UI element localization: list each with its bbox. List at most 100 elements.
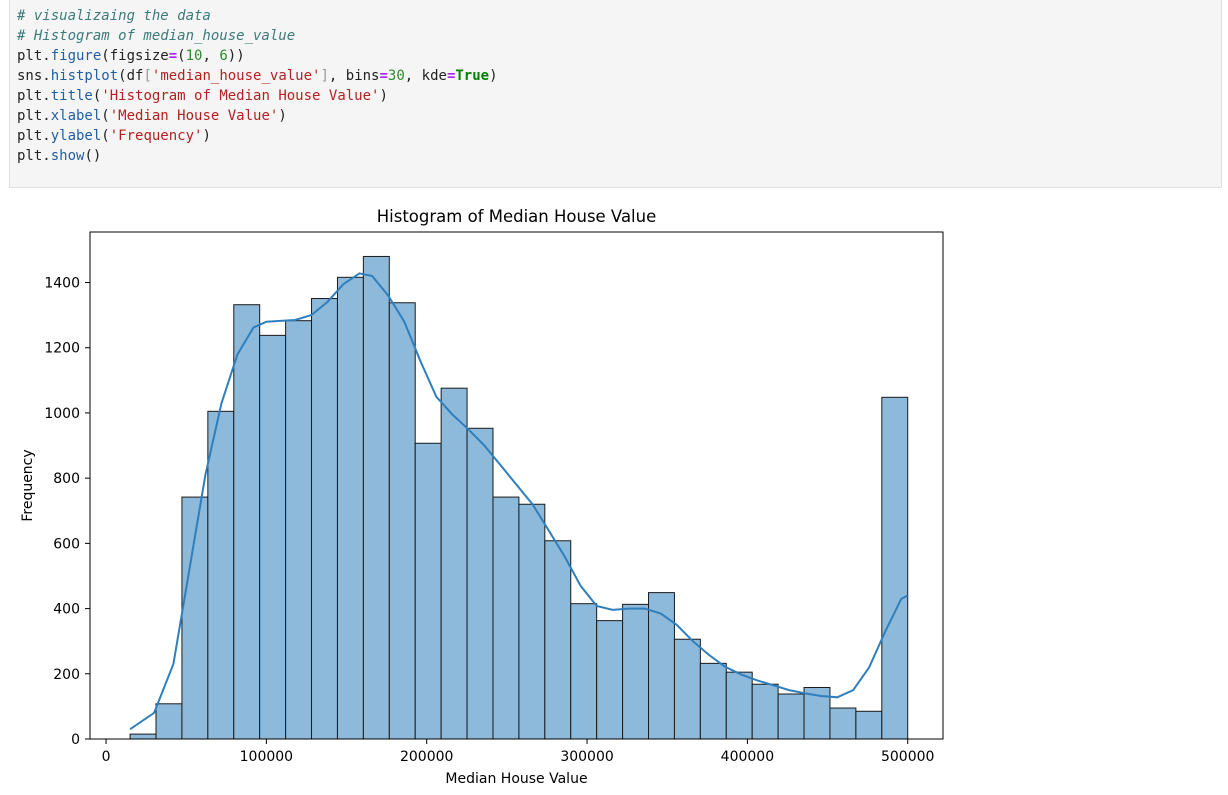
code-token: ( — [101, 108, 110, 124]
code-token: 'Median House Value' — [109, 108, 279, 124]
code-token: 'median_house_value' — [151, 68, 321, 84]
code-token: ( — [92, 88, 102, 104]
code-token: = — [446, 68, 456, 84]
chart-title: Histogram of Median House Value — [377, 207, 657, 226]
code-token: [ — [143, 68, 152, 84]
histogram-bar — [725, 671, 753, 740]
x-tick-label: 0 — [102, 749, 111, 765]
histogram-chart: 0 100000 200000 300000 400000 500000 0 200 400 6… — [20, 207, 944, 787]
histogram-bar — [622, 603, 650, 740]
y-tick-label: 200 — [53, 667, 80, 683]
histogram-bar — [777, 693, 805, 740]
histogram-bar — [311, 298, 338, 740]
histogram-bar — [881, 396, 909, 740]
code-token: ) — [202, 128, 211, 144]
histogram-bar — [855, 710, 883, 740]
histogram-bar — [751, 683, 779, 740]
code-token: (figsize — [101, 48, 169, 64]
code-token: # Histogram of median_house_value — [17, 28, 296, 44]
code-token: = — [168, 48, 178, 64]
code-cell[interactable]: # visualizaing the data # Histogram of me… — [9, 0, 1222, 188]
code-token: 6 — [219, 48, 228, 64]
y-tick-label: 0 — [71, 732, 80, 748]
code-token: ] — [320, 68, 329, 84]
code-line: plt.show() — [17, 146, 498, 166]
y-tick-label: 1200 — [44, 341, 80, 357]
code-token: ( — [101, 128, 110, 144]
code-token: 'Frequency' — [109, 128, 203, 144]
histogram-bar — [699, 662, 727, 740]
histogram-bar — [388, 302, 416, 740]
code-token: ( — [177, 48, 186, 64]
code-token: )) — [227, 48, 245, 64]
histogram-bar — [570, 603, 598, 740]
x-axis-ticks: 0 100000 200000 300000 400000 500000 — [102, 739, 934, 765]
histogram-bar — [492, 496, 520, 740]
code-token: plt. — [17, 128, 51, 144]
code-line: sns.histplot(df['median_house_value'], b… — [17, 66, 498, 86]
code-token: ) — [278, 108, 287, 124]
histogram-bar — [155, 703, 183, 740]
code-line: # visualizaing the data — [17, 6, 498, 26]
code-token: () — [84, 148, 102, 164]
code-token: ) — [379, 88, 388, 104]
code-token: plt. — [17, 48, 51, 64]
x-tick-label: 500000 — [881, 749, 934, 765]
histogram-bar — [129, 733, 157, 740]
y-axis-ticks: 0 200 400 600 800 1000 1200 1400 — [44, 276, 90, 748]
code-token: show — [50, 148, 85, 164]
histogram-bar — [648, 592, 675, 740]
code-token: True — [455, 68, 490, 84]
y-tick-label: 1400 — [44, 276, 80, 292]
code-token: ylabel — [50, 128, 102, 144]
y-tick-label: 1000 — [44, 406, 80, 422]
x-axis-label: Median House Value — [445, 771, 587, 787]
code-line: plt.figure(figsize=(10, 6)) — [17, 46, 498, 66]
code-line: # Histogram of median_house_value — [17, 26, 498, 46]
histogram-bar — [285, 320, 313, 740]
y-tick-label: 800 — [53, 471, 80, 487]
code-token: plt. — [17, 148, 51, 164]
code-token: ) — [489, 68, 498, 84]
code-token: , — [202, 48, 220, 64]
code-token: title — [50, 88, 93, 104]
histogram-bar — [829, 707, 857, 740]
histogram-bar — [362, 255, 390, 740]
code-token: , kde — [404, 68, 447, 84]
histogram-bar — [414, 442, 442, 740]
code-token: sns. — [17, 68, 51, 84]
histogram-bars — [129, 255, 909, 740]
axes-frame — [89, 231, 944, 740]
kde-curve — [129, 272, 909, 731]
x-tick-label: 400000 — [721, 749, 774, 765]
histogram-bar — [596, 620, 624, 740]
code-token: 10 — [185, 48, 203, 64]
histogram-bar — [440, 387, 468, 740]
code-token: 'Histogram of Median House Value' — [101, 88, 380, 104]
code-token: xlabel — [50, 108, 102, 124]
code-token: # visualizaing the data — [17, 8, 211, 24]
y-axis-label: Frequency — [20, 449, 36, 521]
code-token: plt. — [17, 108, 51, 124]
x-tick-label: 100000 — [240, 749, 293, 765]
histogram-bar — [207, 410, 235, 740]
histogram-bar — [336, 276, 364, 740]
code-token: (df — [118, 68, 144, 84]
code-line: plt.xlabel('Median House Value') — [17, 106, 498, 126]
histogram-bar — [673, 638, 701, 740]
code-editor[interactable]: # visualizaing the data # Histogram of me… — [17, 6, 498, 166]
x-tick-label: 200000 — [400, 749, 453, 765]
cell-output: 0 100000 200000 300000 400000 500000 0 200 400 6… — [0, 196, 960, 791]
code-line: plt.title('Histogram of Median House Val… — [17, 86, 498, 106]
histogram-bar — [544, 540, 572, 740]
code-token: histplot — [50, 68, 119, 84]
code-line: plt.ylabel('Frequency') — [17, 126, 498, 146]
x-tick-label: 300000 — [560, 749, 613, 765]
code-token: , bins — [328, 68, 380, 84]
y-tick-label: 400 — [53, 602, 80, 618]
histogram-bar — [518, 503, 546, 740]
code-token: plt. — [17, 88, 51, 104]
y-tick-label: 600 — [53, 536, 80, 552]
histogram-bar — [466, 427, 494, 740]
code-token: = — [379, 68, 388, 84]
